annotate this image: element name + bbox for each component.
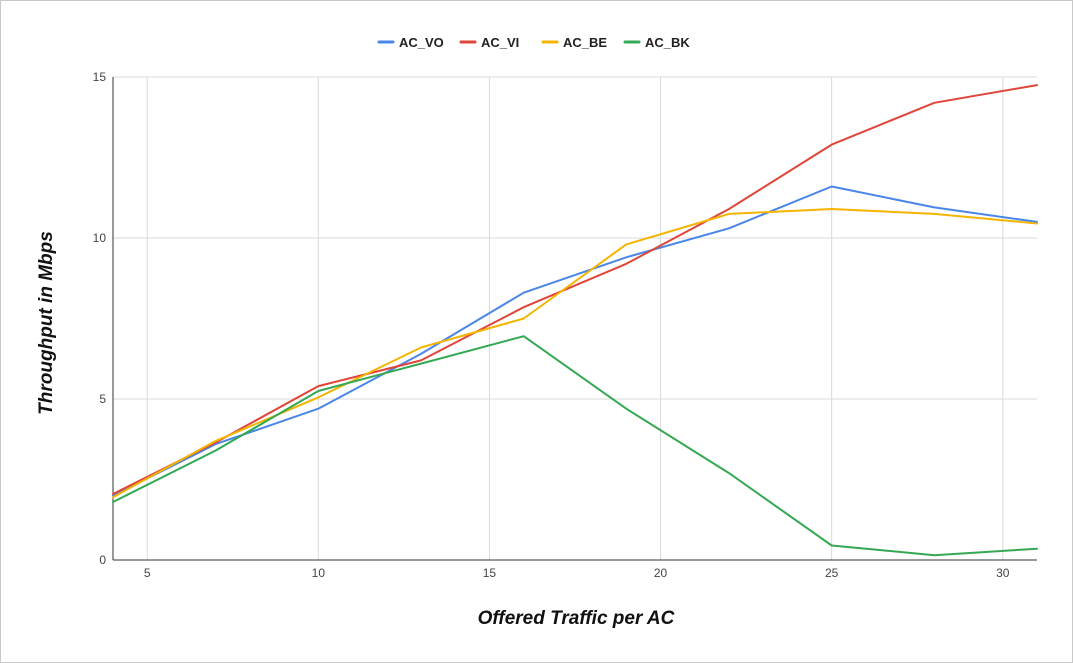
legend-item-ac-vo[interactable]: AC_VO <box>377 35 444 50</box>
x-tick-label: 30 <box>996 566 1010 580</box>
y-tick-label: 15 <box>93 70 107 84</box>
axes <box>112 77 1037 561</box>
series-line-ac-vo <box>112 185 1038 497</box>
legend-item-ac-vi[interactable]: AC_VI <box>459 35 519 50</box>
legend-label: AC_BE <box>563 35 607 50</box>
x-tick-label: 5 <box>144 566 151 580</box>
legend-item-ac-bk[interactable]: AC_BK <box>623 35 690 50</box>
y-axis-title: Throughput in Mbps <box>36 231 57 415</box>
series-line-ac-vi <box>112 84 1038 495</box>
series-line-ac-bk <box>112 335 1038 557</box>
x-axis-title: Offered Traffic per AC <box>478 608 675 629</box>
x-tick-label: 25 <box>825 566 839 580</box>
legend-label: AC_BK <box>645 35 690 50</box>
tick-labels: 5 10 15 20 25 30 0 5 10 15 <box>93 70 1010 580</box>
legend: AC_VO AC_VI AC_BE AC_BK <box>377 35 690 50</box>
y-tick-label: 5 <box>99 392 106 406</box>
x-tick-label: 15 <box>483 566 497 580</box>
x-tick-label: 20 <box>654 566 668 580</box>
legend-label: AC_VI <box>481 35 519 50</box>
y-tick-label: 0 <box>99 553 106 567</box>
y-tick-label: 10 <box>93 231 107 245</box>
grid-lines <box>113 76 1037 561</box>
series-line-ac-be <box>112 208 1038 499</box>
legend-item-ac-be[interactable]: AC_BE <box>541 35 607 50</box>
x-tick-label: 10 <box>312 566 326 580</box>
legend-label: AC_VO <box>399 35 444 50</box>
series-lines <box>112 84 1038 557</box>
